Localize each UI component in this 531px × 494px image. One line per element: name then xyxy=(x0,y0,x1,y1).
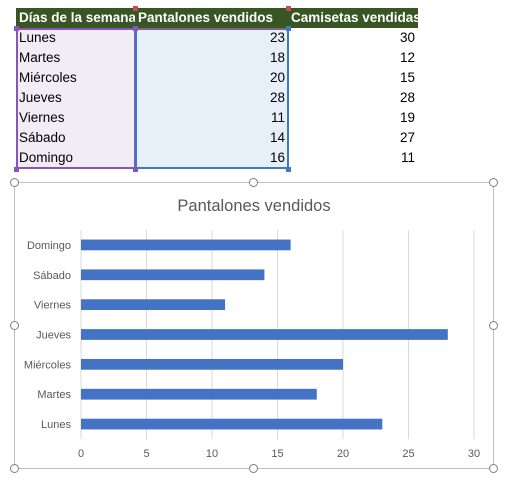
cell-pants[interactable]: 28 xyxy=(269,90,285,105)
x-tick-label: 15 xyxy=(271,448,283,460)
x-tick-label: 5 xyxy=(143,448,149,460)
cell-pants[interactable]: 23 xyxy=(269,30,285,45)
header-days[interactable]: Días de la semana xyxy=(16,8,135,28)
table-row: Martes 18 12 xyxy=(16,48,418,68)
cell-shirts[interactable]: 19 xyxy=(399,110,415,125)
cell-day[interactable]: Domingo xyxy=(19,150,74,165)
series-name-range-corner[interactable] xyxy=(286,6,291,11)
value-range-corner[interactable] xyxy=(286,167,291,172)
resize-handle-top[interactable] xyxy=(249,178,258,187)
resize-handle-bottom-right[interactable] xyxy=(489,464,498,473)
y-category-label: Martes xyxy=(37,389,71,401)
table-row: Jueves 28 28 xyxy=(16,88,418,108)
y-category-label: Miércoles xyxy=(24,359,72,371)
category-range-corner[interactable] xyxy=(14,167,19,172)
table-row: Lunes 23 30 xyxy=(16,28,418,48)
header-shirts-sold[interactable]: Camisetas vendidas xyxy=(288,8,418,28)
resize-handle-bottom-left[interactable] xyxy=(10,464,19,473)
x-tick-label: 0 xyxy=(78,448,84,460)
bar-4[interactable] xyxy=(81,299,226,311)
cell-pants[interactable]: 18 xyxy=(269,50,285,65)
table-row: Sábado 14 27 xyxy=(16,128,418,148)
category-range-corner[interactable] xyxy=(133,26,138,31)
series-name-range-corner[interactable] xyxy=(133,6,138,11)
cell-day[interactable]: Jueves xyxy=(19,90,62,105)
cell-shirts[interactable]: 15 xyxy=(399,70,415,85)
cell-pants[interactable]: 11 xyxy=(270,110,285,125)
y-category-label: Jueves xyxy=(36,330,71,342)
cell-shirts[interactable]: 30 xyxy=(399,30,415,45)
category-range-corner[interactable] xyxy=(133,167,138,172)
chart-area[interactable]: Pantalones vendidos Lunes Martes Miércoles… xyxy=(14,182,494,469)
y-category-label: Viernes xyxy=(34,300,72,312)
table-header-row: Días de la semana Pantalones vendidos Ca… xyxy=(16,8,418,28)
resize-handle-top-left[interactable] xyxy=(10,178,19,187)
category-range-corner[interactable] xyxy=(14,26,19,31)
cell-day[interactable]: Viernes xyxy=(19,110,65,125)
cell-pants[interactable]: 14 xyxy=(269,130,285,145)
chart-title[interactable]: Pantalones vendidos xyxy=(177,197,330,215)
bar-5[interactable] xyxy=(81,269,265,281)
y-category-label: Lunes xyxy=(41,419,71,431)
x-tick-label: 25 xyxy=(402,448,414,460)
cell-shirts[interactable]: 27 xyxy=(399,130,415,145)
resize-handle-bottom[interactable] xyxy=(249,464,258,473)
table-row: Miércoles 20 15 xyxy=(16,68,418,88)
bar-1[interactable] xyxy=(81,388,317,400)
bar-0[interactable] xyxy=(81,418,383,430)
cell-day[interactable]: Martes xyxy=(19,50,61,65)
bar-2[interactable] xyxy=(81,358,343,370)
cell-day[interactable]: Miércoles xyxy=(19,70,77,85)
cell-shirts[interactable]: 12 xyxy=(399,50,415,65)
bar-6[interactable] xyxy=(81,239,291,251)
resize-handle-right[interactable] xyxy=(489,321,498,330)
value-axis-labels: 0 5 10 15 20 25 30 xyxy=(78,448,480,460)
cell-shirts[interactable]: 11 xyxy=(400,150,415,165)
resize-handle-left[interactable] xyxy=(10,321,19,330)
cell-pants[interactable]: 16 xyxy=(269,150,285,165)
x-tick-label: 10 xyxy=(206,448,218,460)
cell-day[interactable]: Lunes xyxy=(19,30,56,45)
bar-3[interactable] xyxy=(81,329,448,340)
table-row: Viernes 11 19 xyxy=(16,108,418,128)
cell-day[interactable]: Sábado xyxy=(19,130,66,145)
bar-chart[interactable]: Pantalones vendidos Lunes Martes Miércoles… xyxy=(15,183,495,470)
cell-shirts[interactable]: 28 xyxy=(399,90,415,105)
x-tick-label: 20 xyxy=(337,448,349,460)
y-category-label: Sábado xyxy=(33,270,71,282)
value-range-corner[interactable] xyxy=(286,26,291,31)
x-tick-label: 30 xyxy=(468,448,480,460)
y-category-label: Domingo xyxy=(27,240,71,252)
bars xyxy=(81,239,448,430)
resize-handle-top-right[interactable] xyxy=(489,178,498,187)
cell-pants[interactable]: 20 xyxy=(269,70,285,85)
header-pants-sold[interactable]: Pantalones vendidos xyxy=(135,8,288,28)
category-axis-labels: Lunes Martes Miércoles Jueves Viernes Sábado D… xyxy=(24,240,72,431)
table-row: Domingo 16 11 xyxy=(16,148,418,168)
